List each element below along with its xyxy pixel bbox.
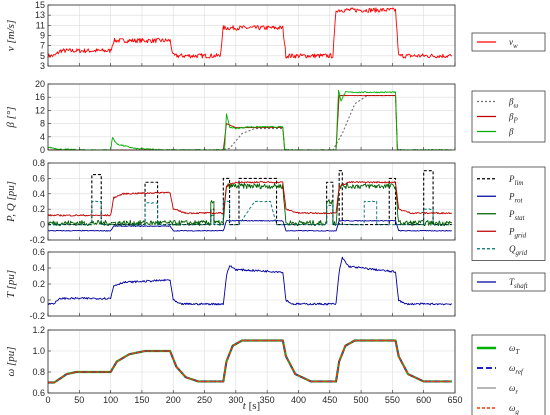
y-tick-label: 9 [40, 31, 45, 41]
series-line-v-w [47, 7, 452, 59]
x-tick-label: 550 [385, 395, 400, 405]
y-tick-label: 13 [35, 10, 45, 20]
y-tick-label: 5 [40, 51, 45, 61]
series-line-q-grid [47, 200, 452, 226]
panel-5: 0.6 0.8 1.0 1.2 0 50 100 150 200 250 300 350 400 450 5… [5, 325, 546, 415]
y-tick-label: 1.0 [32, 346, 45, 356]
series-line-omega-g [48, 339, 452, 384]
legend-label: Pstat [508, 209, 526, 222]
y-axis-label: T [pu] [5, 270, 17, 298]
plot-frame [47, 83, 456, 151]
y-axis-label: ω [pu] [5, 346, 17, 376]
x-tick-label: 650 [447, 395, 462, 405]
panel-2: 0 4 8 12 16 20 β [°] βω βP β [5, 79, 546, 155]
y-tick-label: 3 [40, 61, 45, 71]
y-tick-label: 0.2 [32, 279, 45, 289]
panel-4: -0.2 0 0.2 0.4 0.6 T [pu] Tshaft [5, 247, 546, 321]
legend-label: Qgrid [509, 244, 528, 257]
legend-label: ωref [509, 363, 524, 376]
plot-area [48, 84, 455, 150]
legend-label: ωT [509, 343, 520, 356]
y-tick-label: 0.6 [32, 247, 45, 257]
y-tick-label: 0.8 [32, 158, 45, 168]
y-axis-label: β [°] [5, 106, 17, 128]
x-tick-label: 400 [291, 395, 306, 405]
y-tick-label: 1.2 [32, 325, 45, 335]
y-tick-label: 0.8 [32, 367, 45, 377]
plot-area [48, 163, 455, 240]
legend-label: ωr [509, 383, 518, 396]
legend-label: Tshaft [509, 277, 529, 290]
y-tick-label: 16 [35, 92, 45, 102]
legend-box [471, 32, 546, 52]
legend: ωT ωref ωr ωg [471, 334, 546, 415]
x-tick-label: 300 [228, 395, 243, 405]
legend-label: Prot [508, 191, 523, 204]
x-tick-label: 500 [354, 395, 369, 405]
y-axis-label: v [m/s] [5, 20, 17, 51]
plot-frame [47, 329, 456, 394]
legend-label: βP [508, 112, 518, 125]
plot-frame [47, 162, 456, 241]
x-tick-label: 150 [134, 395, 149, 405]
y-axis-label: P, Q [pu] [5, 181, 17, 223]
x-tick-label: 350 [260, 395, 275, 405]
y-tick-label: 7 [40, 41, 45, 51]
y-tick-label: 11 [36, 20, 45, 30]
x-tick-label: 100 [103, 395, 118, 405]
y-tick-label: 0.4 [32, 263, 45, 273]
series-line-p-lim [48, 170, 452, 226]
legend-label: vw [509, 37, 518, 50]
legend: vw [471, 32, 546, 52]
legend-label: ωg [509, 403, 519, 415]
y-tick-label: 0.4 [32, 189, 45, 199]
legend: Tshaft [471, 272, 546, 292]
x-tick-label: 50 [74, 395, 84, 405]
y-tick-label: 0 [40, 220, 45, 230]
x-tick-label: 200 [166, 395, 181, 405]
y-tick-label: 0.2 [32, 204, 45, 214]
y-tick-label: 20 [35, 79, 45, 89]
x-tick-label: 0 [45, 395, 50, 405]
x-tick-label: 600 [416, 395, 431, 405]
legend-box [471, 272, 546, 292]
y-tick-label: 4 [40, 132, 45, 142]
legend-box [471, 334, 546, 415]
series-line-p-rot [47, 219, 452, 232]
y-tick-label: 8 [40, 119, 45, 129]
panel-3: -0.200.20.40.60.8P, Q [pu]PlimProtPstatP… [5, 158, 546, 261]
x-tick-label: 250 [197, 395, 212, 405]
y-tick-label: 0.6 [32, 388, 45, 398]
legend-label: Plim [508, 174, 523, 187]
x-tick-label: 450 [322, 395, 337, 405]
y-tick-label: -0.2 [29, 235, 45, 245]
legend: Plim Prot Pstat Pgrid Qgrid [471, 166, 546, 261]
series-line-p-grid [47, 181, 453, 217]
y-tick-label: 0 [40, 145, 45, 155]
y-tick-label: 0 [40, 295, 45, 305]
x-axis-label: t [s] [243, 400, 260, 412]
legend-label: Pgrid [508, 226, 527, 239]
legend-label: βω [508, 97, 518, 110]
series-line-beta [47, 89, 452, 151]
legend-label: β [508, 127, 514, 137]
y-tick-label: 15 [35, 0, 45, 10]
y-tick-label: -0.2 [29, 311, 45, 321]
series-line-t-shaft [47, 256, 452, 306]
y-tick-label: 12 [35, 105, 45, 115]
y-tick-label: 0.6 [32, 173, 45, 183]
legend: βω βP β [471, 90, 546, 143]
